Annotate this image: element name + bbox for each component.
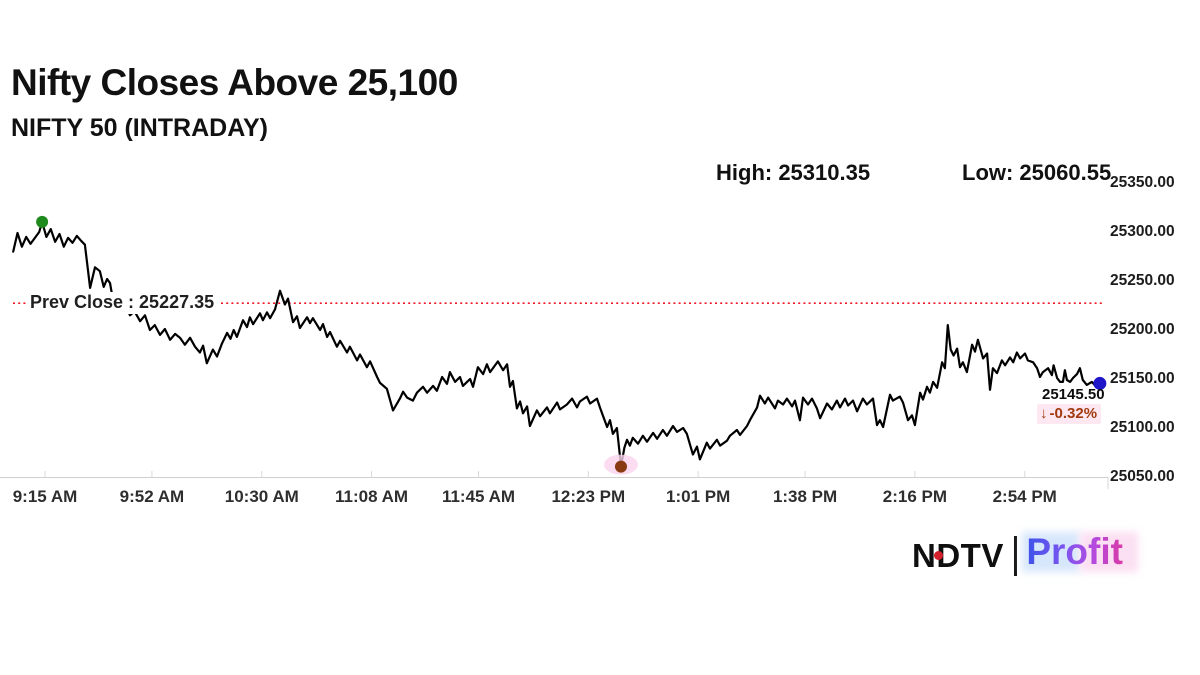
profit-wordmark: Profit [1022,528,1139,584]
ndtv-profit-logo: NDTV Profit [912,528,1139,584]
y-axis-label: 25250.00 [1110,272,1175,289]
logo-divider [1013,536,1018,576]
x-axis-label: 1:01 PM [666,487,731,506]
y-axis-label: 25350.00 [1110,174,1175,191]
x-axis-label: 12:23 PM [551,487,626,506]
page-title: Nifty Closes Above 25,100 [11,62,458,103]
chart-subtitle: NIFTY 50 (INTRADAY) [11,114,268,142]
y-axis-label: 25200.00 [1110,321,1175,338]
profit-glow-blue [1022,532,1081,572]
price-line [12,220,1102,468]
profit-glow-pink [1080,532,1139,572]
x-axis-label: 2:54 PM [992,487,1057,506]
ndtv-wordmark: NDTV [912,537,1004,574]
y-axis-label: 25300.00 [1110,223,1175,240]
x-axis-label: 11:08 AM [335,487,409,506]
high-marker [36,215,49,228]
x-axis-label: 9:52 AM [119,487,185,506]
x-axis-label: 9:15 AM [12,487,78,506]
y-axis-label: 25050.00 [1110,468,1175,485]
last-price-label: 25145.50 [1042,386,1105,403]
ndtv-red-dot-icon [934,551,943,560]
y-axis-label: 25100.00 [1110,419,1175,436]
x-axis-label: 1:38 PM [772,487,838,506]
y-axis-label: 25150.00 [1110,370,1175,387]
x-axis-label: 11:45 AM [441,487,516,506]
low-value-label: Low: 25060.55 [962,160,1112,185]
down-arrow-icon: ↓ [1040,405,1048,422]
x-axis-label: 10:30 AM [224,487,299,506]
last-marker [1093,376,1107,390]
prev-close-label: Prev Close : 25227.35 [28,292,222,314]
change-percent: -0.32% [1049,405,1098,422]
change-badge: ↓ -0.32% [1037,404,1102,424]
low-marker [614,460,627,473]
high-value-label: High: 25310.35 [716,160,871,185]
x-axis-label: 2:16 PM [882,487,947,506]
